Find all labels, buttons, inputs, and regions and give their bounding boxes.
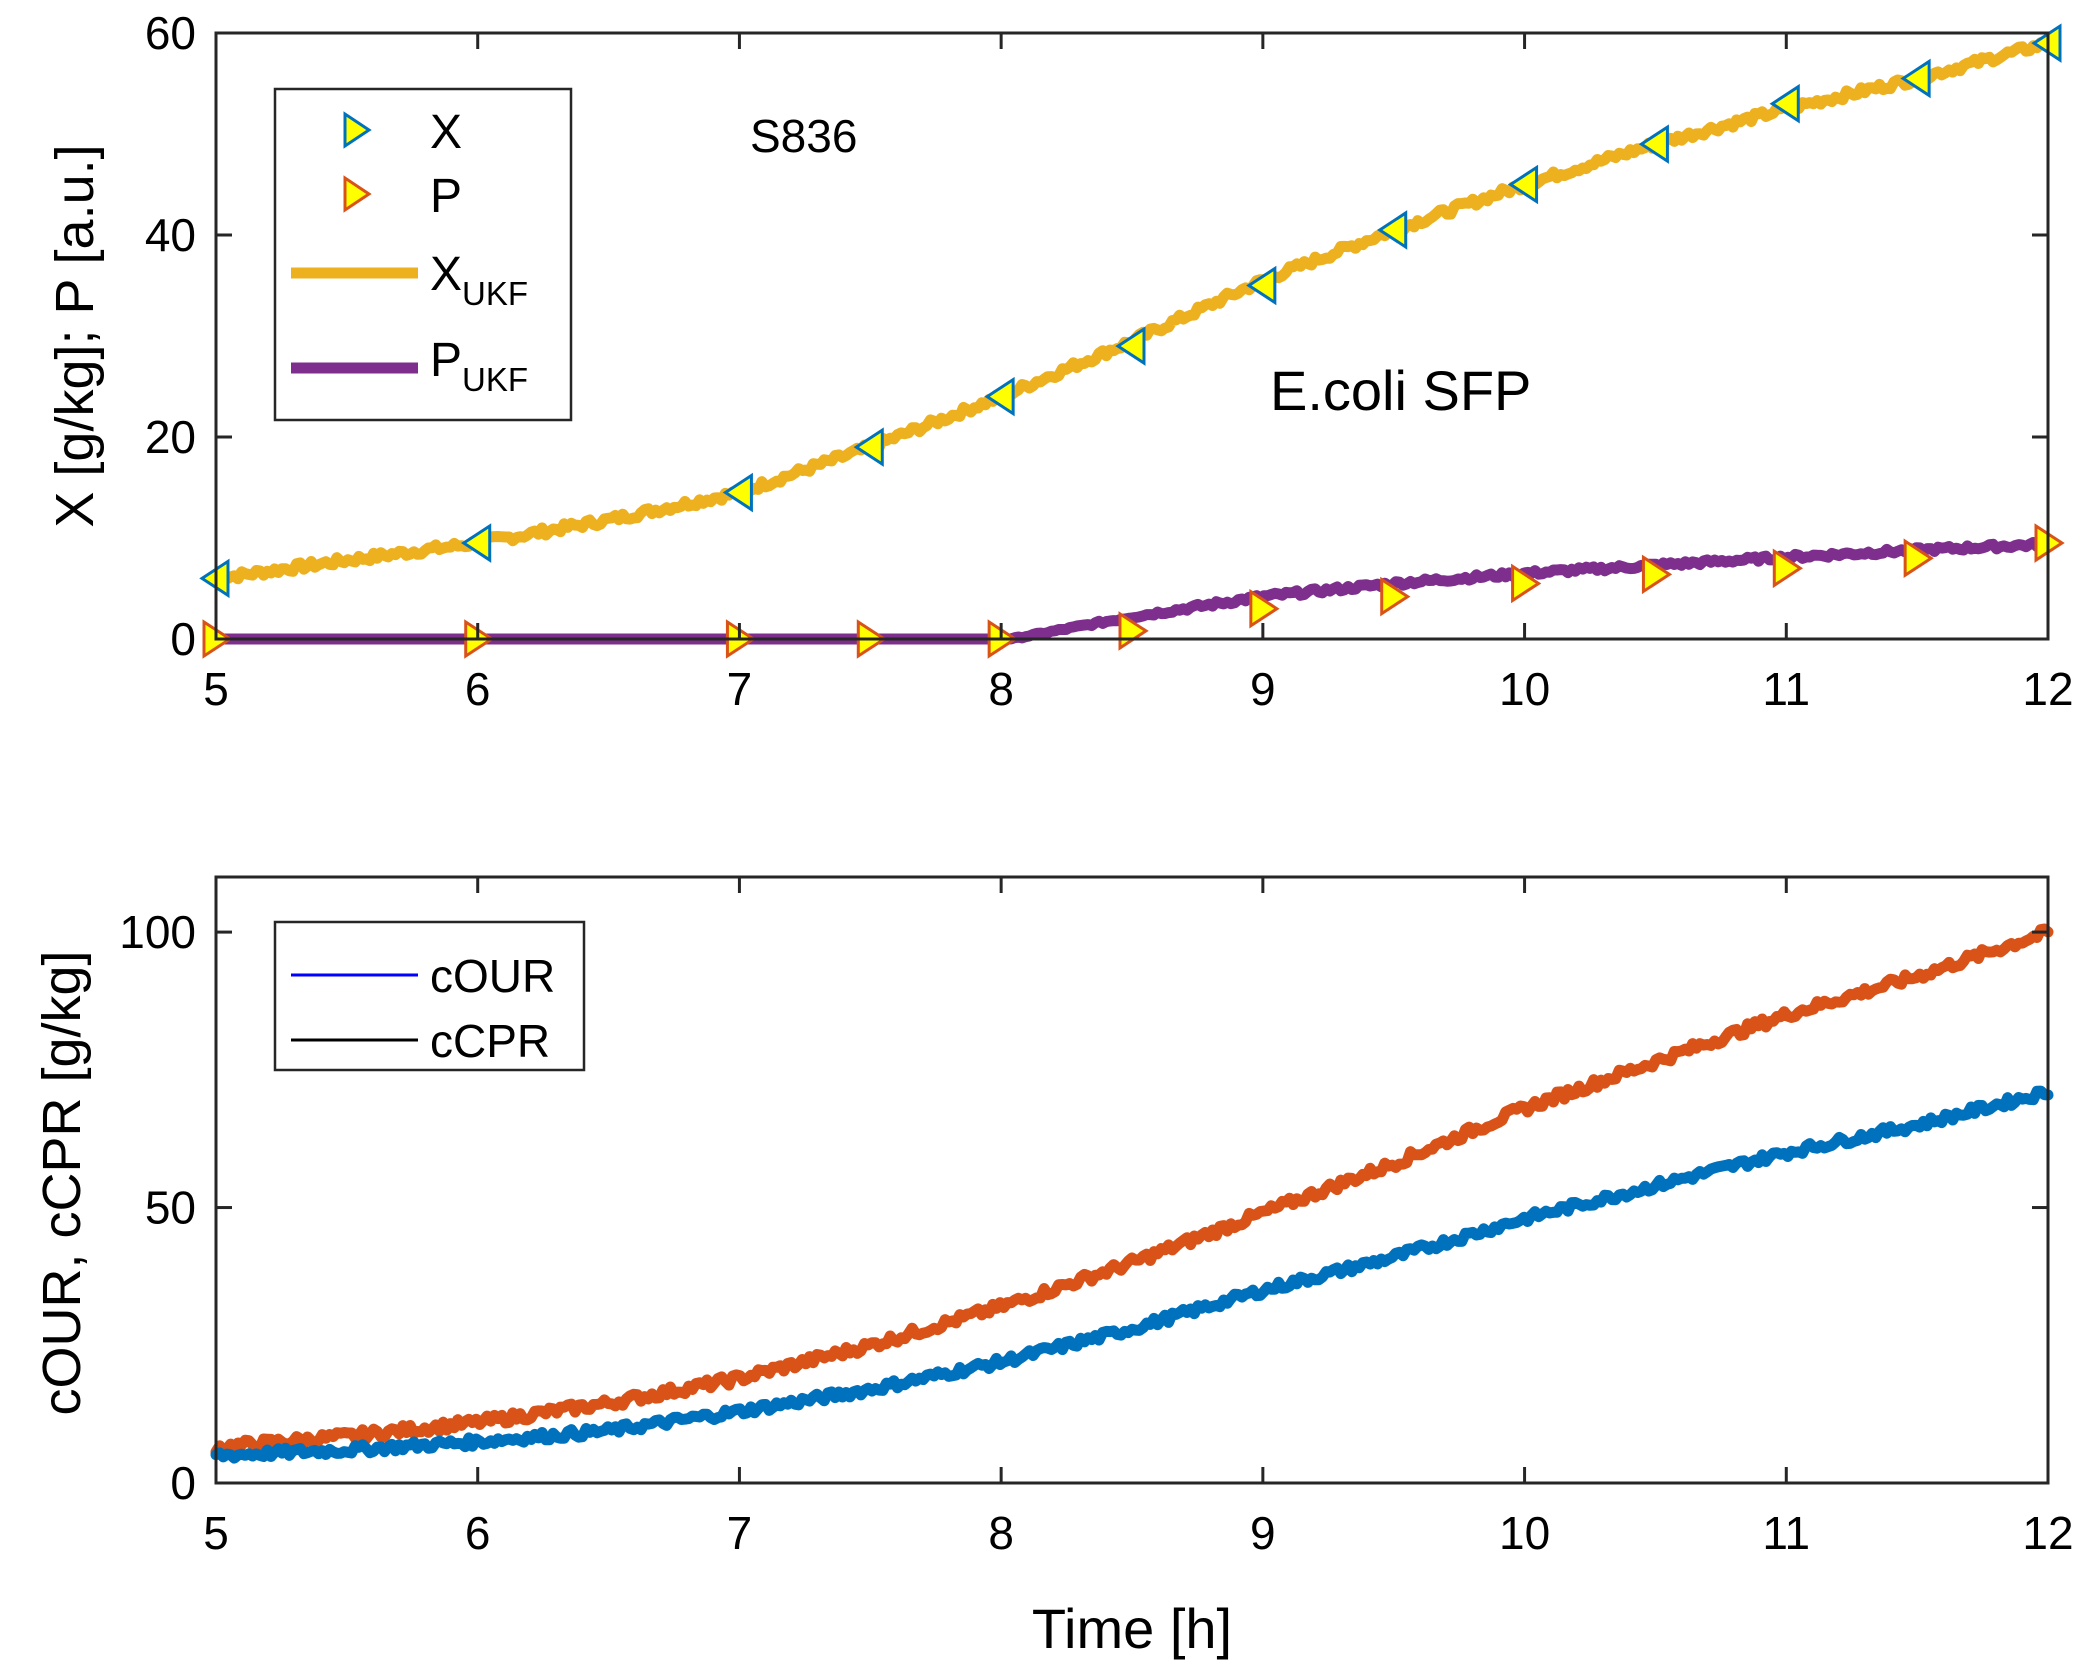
data-point-x <box>1900 58 1931 99</box>
y-tick-label: 60 <box>145 7 196 59</box>
x-tick-label: 5 <box>203 663 229 715</box>
x-tick-label: 11 <box>1762 1507 1810 1559</box>
bottom-panel: 5 6 7 8 9 10 11 12 0 50 100 cOUR, cCPR [g/kg] Time… <box>32 875 2074 1660</box>
x-tick-label: 10 <box>1499 663 1550 715</box>
legend-label-x-ukf: XUKF <box>430 248 528 312</box>
legend-item-ccpr: cCPR <box>291 1015 550 1067</box>
legend-item-p: P <box>343 170 462 223</box>
bottom-legend-box <box>273 920 586 1072</box>
x-tick-label: 9 <box>1250 1507 1276 1559</box>
y-tick-label: 0 <box>170 613 196 665</box>
bottom-axis-ticks: 5 6 7 8 9 10 11 12 0 50 100 <box>119 877 2074 1559</box>
x-tick-label: 12 <box>2022 663 2073 715</box>
data-point-p <box>1511 563 1542 604</box>
y-tick-label: 40 <box>145 209 196 261</box>
legend-label-x: X <box>430 106 462 159</box>
x-tick-label: 7 <box>727 1507 753 1559</box>
x-tick-label: 5 <box>203 1507 229 1559</box>
series-line-cour <box>210 1085 2054 1464</box>
top-axes-box <box>214 31 2050 641</box>
data-point-x <box>1376 210 1408 250</box>
data-point-x <box>460 523 492 563</box>
bottom-y-axis-label: cOUR, cCPR [g/kg] <box>32 950 92 1415</box>
top-axis-ticks: 5 6 7 8 9 10 11 12 0 20 40 60 <box>145 7 2074 715</box>
x-tick-label: 10 <box>1499 1507 1550 1559</box>
top-y-axis-label: X [g/kg]; P [a.u.] <box>45 144 105 527</box>
bottom-legend: cOUR cCPR <box>273 920 586 1072</box>
x-tick-label: 6 <box>465 663 491 715</box>
data-point-p <box>1903 538 1934 578</box>
legend-item-p-ukf: PUKF <box>291 334 528 398</box>
y-tick-label: 100 <box>119 906 196 958</box>
top-legend: X P XUKF PUKF <box>273 87 573 422</box>
bottom-plot-area <box>210 923 2054 1464</box>
data-point-p <box>1380 576 1411 617</box>
x-tick-label: 7 <box>727 663 753 715</box>
y-tick-label: 0 <box>170 1457 196 1509</box>
x-tick-label: 12 <box>2022 1507 2073 1559</box>
x-tick-label: 8 <box>988 1507 1014 1559</box>
x-axis-label: Time [h] <box>1032 1597 1232 1660</box>
bottom-axes-box <box>214 875 2050 1485</box>
data-point-x <box>853 427 884 467</box>
legend-item-x-ukf: XUKF <box>291 248 528 312</box>
x-tick-label: 6 <box>465 1507 491 1559</box>
y-tick-label: 20 <box>145 411 196 463</box>
triangle-right-marker-icon <box>343 175 372 213</box>
data-point-p <box>1249 588 1280 629</box>
legend-label-p-ukf: PUKF <box>430 334 528 398</box>
series-line-ccpr <box>210 923 2054 1458</box>
legend-item-x: X <box>343 106 462 159</box>
data-point-x <box>1115 326 1146 366</box>
legend-label-p: P <box>430 170 462 223</box>
data-point-x <box>1507 164 1539 205</box>
x-tick-label: 9 <box>1250 663 1276 715</box>
legend-label-cour: cOUR <box>430 950 555 1002</box>
data-point-x <box>1246 265 1277 306</box>
organism-annotation: E.coli SFP <box>1270 359 1531 422</box>
data-point-x <box>1638 124 1669 164</box>
legend-item-cour: cOUR <box>291 950 555 1002</box>
triangle-left-marker-icon <box>343 111 372 149</box>
x-tick-label: 8 <box>988 663 1014 715</box>
data-point-p <box>1641 554 1673 595</box>
data-point-x <box>984 376 1015 417</box>
x-tick-label: 11 <box>1762 663 1810 715</box>
y-tick-label: 50 <box>145 1182 196 1234</box>
data-point-p <box>1772 548 1804 589</box>
top-panel: 5 6 7 8 9 10 11 12 0 20 40 60 S836 E.coli SFP X [g/… <box>45 7 2074 715</box>
legend-label-ccpr: cCPR <box>430 1015 550 1067</box>
data-point-x <box>1769 83 1800 124</box>
data-point-x <box>722 472 753 513</box>
sample-id-annotation: S836 <box>750 110 857 162</box>
